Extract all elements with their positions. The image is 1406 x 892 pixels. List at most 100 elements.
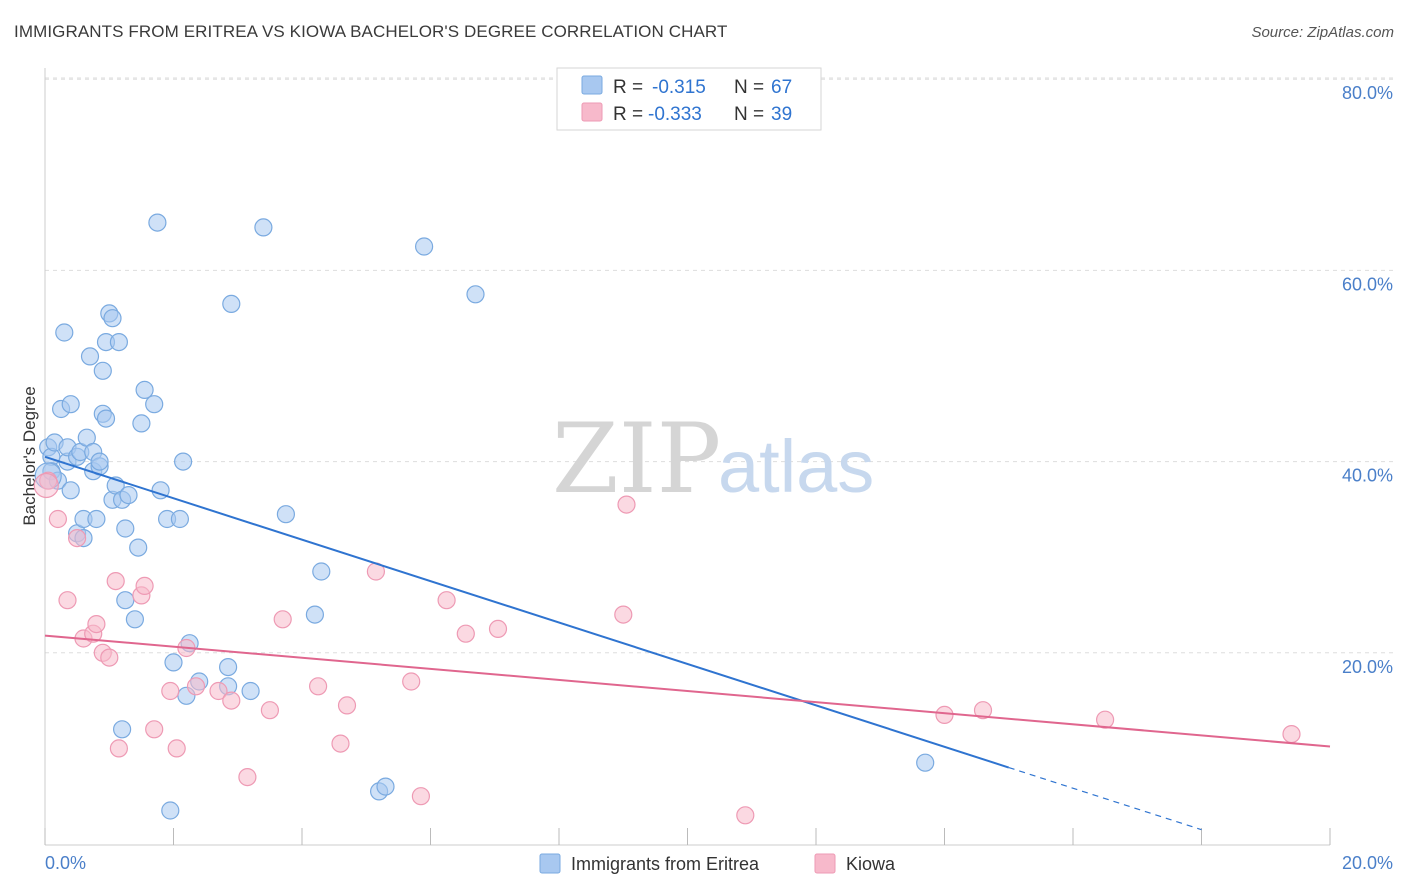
data-point [116,519,135,538]
data-point [437,591,456,610]
data-point [186,677,206,696]
legend-n-label-2: N = [734,104,764,125]
data-point [103,309,122,328]
data-point [415,237,434,256]
data-point [1095,710,1115,729]
y-tick-label: 40.0% [1342,466,1393,486]
data-point [254,218,273,237]
y-tick-label: 20.0% [1342,657,1393,677]
watermark-atlas: atlas [718,425,874,508]
data-point [90,452,109,471]
chart-title: IMMIGRANTS FROM ERITREA VS KIOWA BACHELO… [14,22,728,41]
series-legend-label-kiowa: Kiowa [846,854,896,874]
data-point [488,619,508,639]
data-point [916,753,935,772]
legend-r-value-2: -0.333 [648,104,702,125]
data-point [61,395,80,414]
data-point [174,452,193,471]
data-point [109,739,129,758]
data-point [219,657,238,677]
data-point [116,591,135,610]
data-point [309,677,328,696]
x-tick-label-max: 20.0% [1342,853,1393,873]
trend-line-kiowa [44,634,1331,748]
data-point [376,777,395,796]
series-legend-swatch-eritrea [539,853,561,874]
y-tick-label: 60.0% [1342,274,1393,294]
data-point [96,409,116,428]
trend-lines [44,455,1331,831]
legend-n-value-2: 39 [771,104,792,125]
data-point [148,213,167,232]
data-point [106,571,125,591]
y-axis-label: Bachelor's Degree [20,386,39,525]
legend-r-label-2: R = [613,104,643,125]
legend-r-label-1: R = [613,77,643,98]
data-point [161,681,180,701]
data-point [466,285,485,304]
data-point [129,538,148,557]
data-point [222,691,241,710]
data-point [241,681,260,701]
data-point [93,361,112,380]
watermark: ZIP atlas [552,403,874,515]
data-point [312,562,331,581]
series-eritrea-points [34,213,935,820]
source-label: Source: ZipAtlas.com [1251,24,1394,41]
data-point [161,801,180,820]
data-point [273,610,292,629]
trend-line-eritrea [44,455,1010,769]
data-point [617,495,636,514]
data-point [209,681,228,701]
legend-n-value-1: 67 [771,77,792,98]
data-point [55,323,74,342]
data-point [411,787,430,806]
data-point [973,701,993,720]
data-point [305,605,324,624]
data-point-cluster [33,472,59,499]
x-tick-label-min: 0.0% [45,853,86,873]
trend-line-eritrea-extension [1008,766,1202,831]
series-legend: Immigrants from Eritrea Kiowa [539,853,896,874]
data-point [135,380,154,399]
data-point [145,395,164,414]
data-point [61,481,80,500]
data-point [58,591,77,610]
data-point [80,347,100,366]
data-point [87,509,106,529]
data-point [222,294,241,313]
data-point [402,672,421,691]
data-point [170,509,189,529]
data-point [456,624,475,643]
legend-n-label-1: N = [734,77,764,98]
watermark-zip: ZIP [552,403,721,515]
series-legend-swatch-kiowa [814,853,836,874]
data-point [100,648,119,667]
series-legend-label-eritrea: Immigrants from Eritrea [571,854,760,874]
legend-swatch-kiowa [581,102,603,122]
data-point [164,653,183,672]
data-point [614,605,633,624]
data-point [109,333,129,352]
y-axis-tick-labels: 20.0% 40.0% 60.0% 80.0% [1342,83,1393,677]
data-point [260,701,279,720]
data-point [125,610,144,629]
data-point [736,806,755,825]
series-kiowa-points [33,471,1301,825]
data-point [145,720,164,739]
data-point [135,576,154,596]
data-point [167,739,186,758]
data-point [276,505,295,524]
data-point [935,705,954,725]
y-tick-label: 80.0% [1342,83,1393,103]
grid-lines [45,77,1393,654]
data-point [119,486,138,505]
data-point [112,720,132,739]
data-point [132,414,151,433]
data-point [87,614,106,634]
data-point [238,767,257,787]
x-axis-ticks [44,828,1331,845]
legend-swatch-eritrea [581,75,603,95]
correlation-legend: R = -0.315 N = 67 R = -0.333 N = 39 [556,67,822,131]
